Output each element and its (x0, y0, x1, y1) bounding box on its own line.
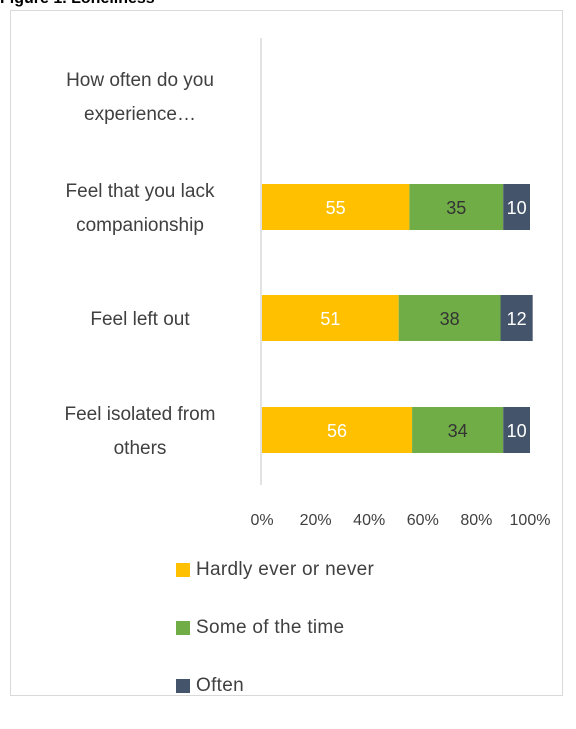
category-label-3-line2: others (114, 438, 167, 459)
legend: Hardly ever or never Some of the time Of… (176, 555, 374, 729)
bar-often-2 (500, 295, 533, 341)
bar-often-3 (503, 407, 530, 453)
stacked-bar-chart: How often do you experience… 55 35 10 51 38 1… (64, 38, 550, 529)
bar-some-of-the-time-1 (409, 184, 504, 230)
chart-frame (10, 10, 563, 696)
data-label-some-of-the-time-2: 38 (440, 309, 460, 329)
legend-item-hardly-ever: Hardly ever or never (176, 555, 374, 585)
legend-label-hardly-ever: Hardly ever or never (196, 559, 375, 580)
legend-label-often: Often (196, 675, 244, 696)
legend-swatch-often (176, 679, 190, 693)
legend-label-some-of-the-time: Some of the time (196, 617, 345, 638)
bar-some-of-the-time-2 (398, 295, 501, 341)
legend-item-often: Often (176, 671, 374, 701)
x-tick-label-4: 80% (460, 512, 492, 529)
legend-item-some-of-the-time: Some of the time (176, 613, 374, 643)
bar-hardly-ever-or-never-1 (262, 184, 410, 230)
data-label-hardly-ever-or-never-3: 56 (327, 421, 347, 441)
data-label-hardly-ever-or-never-1: 55 (326, 198, 346, 218)
category-label-1-line2: companionship (76, 215, 204, 236)
x-tick-label-3: 60% (407, 512, 439, 529)
data-label-hardly-ever-or-never-2: 51 (320, 309, 340, 329)
category-label-2-line1: Feel left out (90, 309, 190, 330)
bar-hardly-ever-or-never-3 (262, 407, 413, 453)
category-labels-layer: Feel that you lack companionship Feel left… (64, 181, 215, 459)
x-tick-label-5: 100% (510, 512, 551, 529)
x-tick-label-0: 0% (250, 512, 273, 529)
bar-hardly-ever-or-never-2 (262, 295, 399, 341)
x-tick-label-2: 40% (353, 512, 385, 529)
question-label-line2: experience… (84, 104, 196, 125)
legend-swatch-some-of-the-time (176, 621, 190, 635)
figure-header-strip: Figure 1. Loneliness (0, 0, 576, 9)
category-label-1-line1: Feel that you lack (66, 181, 215, 202)
legend-swatch-hardly-ever (176, 563, 190, 577)
data-label-often-3: 10 (507, 421, 527, 441)
data-label-some-of-the-time-3: 34 (448, 421, 468, 441)
x-tick-labels-layer: 0% 20% 40% 60% 80% 100% (250, 512, 550, 529)
bar-often-1 (503, 184, 530, 230)
category-label-3-line1: Feel isolated from (64, 404, 215, 425)
bars-layer: 55 35 10 51 38 12 56 34 10 (262, 184, 533, 453)
bar-some-of-the-time-3 (412, 407, 504, 453)
question-label-line1: How often do you (66, 70, 214, 91)
data-label-often-1: 10 (507, 198, 527, 218)
figure-header: Figure 1. Loneliness (0, 0, 155, 8)
data-label-often-2: 12 (507, 309, 527, 329)
x-tick-label-1: 20% (300, 512, 332, 529)
data-label-some-of-the-time-1: 35 (446, 198, 466, 218)
